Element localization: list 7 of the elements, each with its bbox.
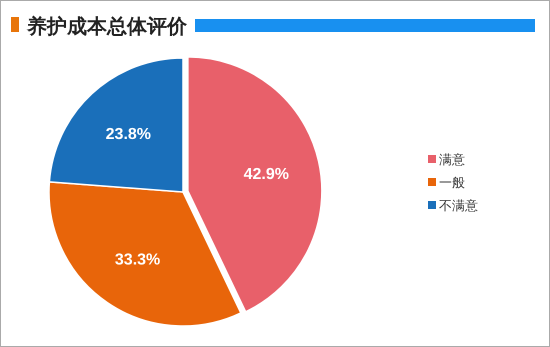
data-label: 33.3%	[114, 251, 160, 268]
data-label: 42.9%	[244, 166, 289, 184]
legend-label: 满意	[439, 152, 465, 167]
chart-title: 养护成本总体评价	[26, 15, 188, 38]
legend-label: 一般	[439, 175, 465, 190]
legend-label: 不满意	[439, 198, 478, 213]
data-label: 23.8%	[106, 126, 152, 144]
